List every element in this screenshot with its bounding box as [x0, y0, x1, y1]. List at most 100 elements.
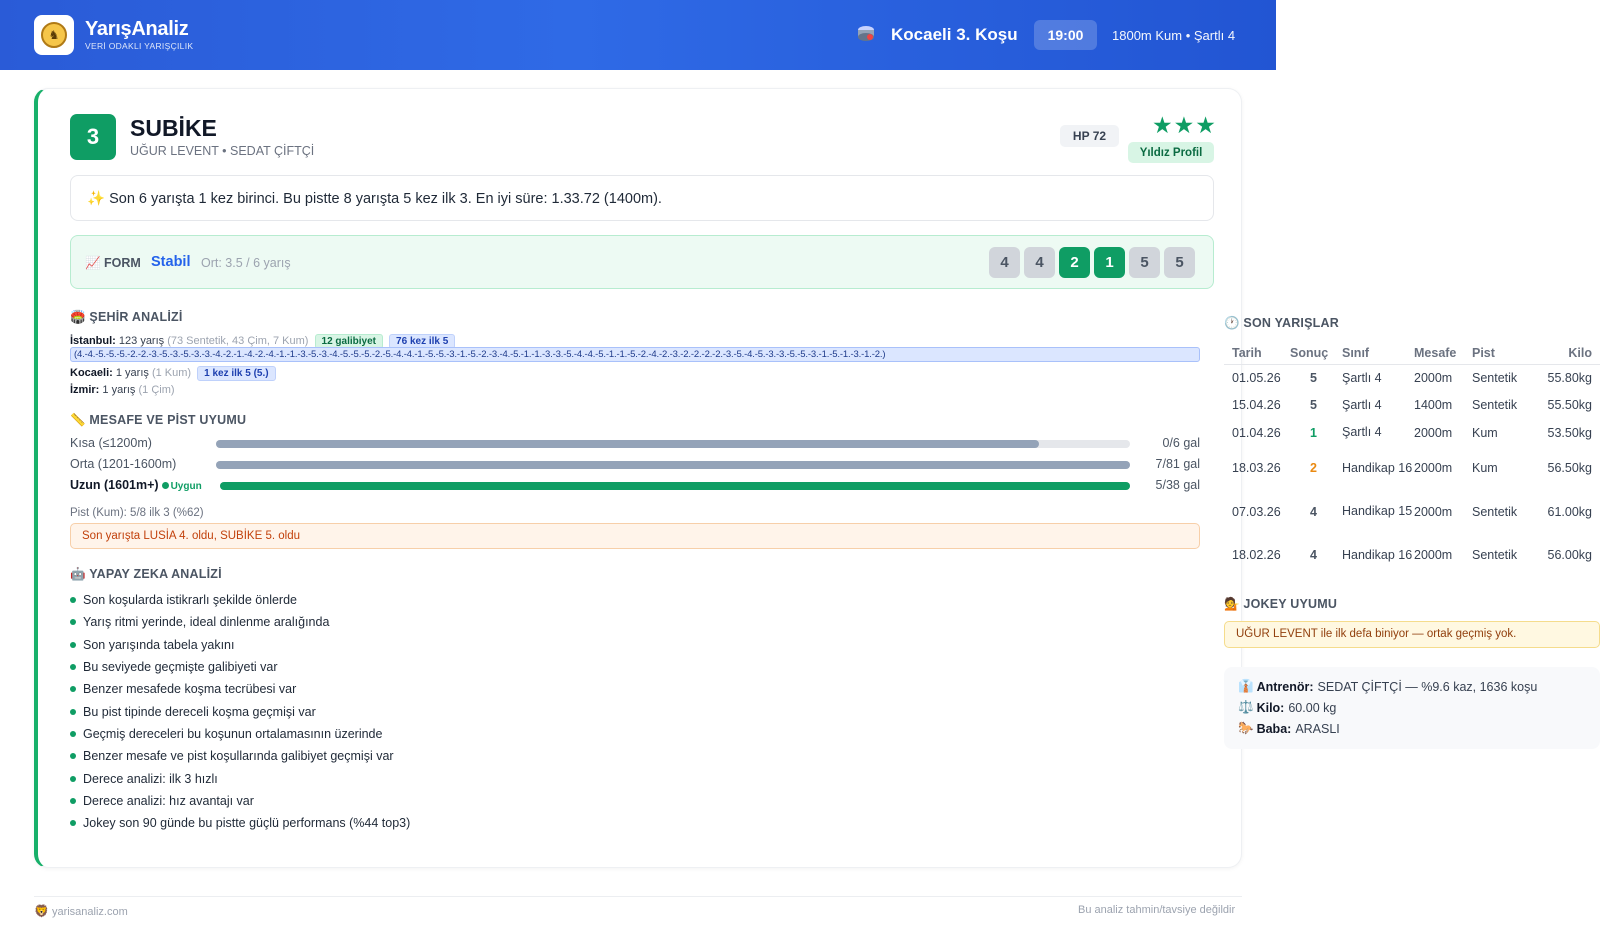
city-name: Kocaeli:	[70, 367, 113, 379]
cell-distance: 2000m	[1414, 548, 1453, 563]
cell-track: Sentetik	[1472, 371, 1518, 385]
bullet-icon	[70, 730, 76, 737]
star-profile-badge: Yıldız Profil	[1128, 142, 1214, 163]
city-count: 1 yarış	[102, 384, 136, 396]
cell-result: 5	[1310, 371, 1317, 385]
list-item: Benzer mesafede koşma tecrübesi var	[70, 678, 410, 700]
form-results: 4 4 2 1 5 5	[989, 247, 1195, 278]
footer-divider	[34, 896, 1242, 897]
cell-distance: 1400m	[1414, 398, 1453, 413]
list-item: Geçmiş dereceleri bu koşunun ortalamasın…	[70, 723, 410, 745]
city-analysis-title: 🏟️ ŞEHİR ANALİZİ	[70, 310, 183, 324]
col-header[interactable]: Kilo	[1538, 342, 1600, 365]
cell-date: 01.04.26	[1232, 425, 1281, 440]
list-item-text: Derece analizi: hız avantajı var	[83, 793, 254, 808]
form-pill: 4	[989, 247, 1020, 278]
horse-card: 3 SUBİKE UĞUR LEVENT • SEDAT ÇİFTÇİ HP 7…	[34, 88, 1242, 868]
suitable-label: Uygun	[170, 481, 202, 492]
list-item-text: Jokey son 90 günde bu pistte güçlü perfo…	[83, 816, 411, 831]
form-pill: 5	[1164, 247, 1195, 278]
bullet-icon	[70, 797, 76, 804]
bullet-icon	[70, 775, 76, 782]
table-row[interactable]: 18.02.26 4 Handikap 16 2000m Sentetik 56.00kg	[1224, 534, 1600, 578]
list-item-text: Bu seviyede geçmişte galibiyeti var	[83, 660, 278, 675]
cell-result: 1	[1310, 425, 1317, 440]
table-row[interactable]: 07.03.26 4 Handikap 15 2000m Sentetik 61.00kg	[1224, 490, 1600, 534]
cell-result: 4	[1310, 504, 1317, 519]
distance-bar	[216, 461, 1130, 469]
trainer-value: SEDAT ÇİFTÇİ — %9.6 kaz, 1636 koşu	[1317, 679, 1538, 694]
cell-track: Sentetik	[1472, 504, 1518, 519]
col-header[interactable]: Tarih	[1224, 342, 1290, 365]
brand-logo[interactable]: ♞	[34, 15, 74, 55]
distance-bar-fill	[220, 482, 1130, 490]
last-race-alert: Son yarışta LUSİA 4. oldu, SUBİKE 5. old…	[70, 523, 1200, 549]
form-status: Stabil	[151, 254, 191, 270]
table-row[interactable]: 15.04.26 5 Şartlı 4 1400m Sentetik 55.50kg	[1224, 392, 1600, 420]
cell-class: Şartlı 4	[1342, 397, 1382, 412]
list-item-text: Bu pist tipinde dereceli koşma geçmişi v…	[83, 704, 316, 719]
horse-number-badge: 3	[70, 114, 116, 160]
race-icon	[858, 26, 874, 41]
brand-title[interactable]: YarışAnaliz	[85, 18, 189, 40]
cell-result: 5	[1310, 398, 1317, 413]
horse-name[interactable]: SUBİKE	[130, 115, 217, 141]
distance-value: 7/81 gal	[1155, 457, 1200, 471]
list-item: Son yarışında tabela yakını	[70, 634, 410, 656]
list-item-text: Son koşularda istikrarlı şekilde önlerde	[83, 593, 297, 608]
hp-badge: HP 72	[1060, 125, 1119, 147]
col-header[interactable]: Sonuç	[1290, 342, 1342, 365]
list-item: Bu pist tipinde dereceli koşma geçmişi v…	[70, 700, 410, 722]
logo-small-icon: 🦁	[34, 904, 49, 918]
distance-row-long: Uzun (1601m+) Uygun 5/38 gal	[70, 477, 1200, 495]
footer-site-text: yarisanaliz.com	[51, 906, 128, 918]
list-item: Derece analizi: hız avantajı var	[70, 790, 410, 812]
cell-class: Şartlı 4	[1342, 425, 1382, 440]
bullet-icon	[70, 664, 76, 671]
distance-label: Orta (1201-1600m)	[70, 457, 177, 471]
city-izmir: İzmir: 1 yarış (1 Çim)	[70, 384, 175, 396]
footer-site[interactable]: 🦁 yarisanaliz.com	[34, 904, 128, 918]
list-item: Yarış ritmi yerinde, ideal dinlenme aral…	[70, 611, 410, 633]
cell-result: 2	[1310, 461, 1317, 476]
col-header[interactable]: Mesafe	[1414, 342, 1472, 365]
horse-logo-icon: ♞	[41, 22, 67, 48]
list-item: Benzer mesafe ve pist koşullarında galib…	[70, 745, 410, 767]
jockey-alert: UĞUR LEVENT ile ilk defa biniyor — ortak…	[1224, 621, 1600, 648]
horse-icon: 🐎	[1238, 721, 1254, 735]
city-detail: (1 Kum)	[151, 367, 192, 379]
cell-distance: 2000m	[1414, 371, 1453, 385]
cell-distance: 2000m	[1414, 461, 1453, 476]
weight-label: Kilo:	[1256, 700, 1285, 715]
city-detail: (1 Çim)	[138, 384, 175, 396]
distance-bar-fill	[216, 440, 1039, 448]
list-item-text: Derece analizi: ilk 3 hızlı	[83, 771, 218, 786]
bullet-icon	[70, 753, 76, 760]
list-item-text: Benzer mesafe ve pist koşullarında galib…	[83, 749, 394, 764]
top5-badge: 1 kez ilk 5 (5.)	[197, 366, 276, 381]
table-header-row: Tarih Sonuç Sınıf Mesafe Pist Kilo	[1224, 342, 1600, 365]
cell-weight: 53.50kg	[1547, 425, 1592, 440]
distance-bar-fill	[216, 461, 1130, 469]
track-note: Pist (Kum): 5/8 ilk 3 (%62)	[70, 507, 204, 519]
cell-class: Handikap 16	[1342, 460, 1413, 475]
col-header[interactable]: Pist	[1472, 342, 1538, 365]
table-row[interactable]: 18.03.26 2 Handikap 16 2000m Kum 56.50kg	[1224, 447, 1600, 491]
cell-date: 15.04.26	[1232, 398, 1281, 413]
cell-class: Handikap 15	[1342, 504, 1413, 519]
distance-bar	[220, 482, 1130, 490]
weight-row: ⚖️ Kilo: 60.00 kg	[1238, 697, 1586, 718]
list-item: Jokey son 90 günde bu pistte güçlü perfo…	[70, 812, 410, 834]
cell-weight: 61.00kg	[1547, 504, 1592, 519]
suitable-badge: Uygun	[161, 481, 202, 492]
cell-weight: 56.00kg	[1547, 548, 1592, 563]
table-row[interactable]: 01.05.26 5 Şartlı 4 2000m Sentetik 55.80kg	[1224, 364, 1600, 392]
table-row[interactable]: 01.04.26 1 Şartlı 4 2000m Kum 53.50kg	[1224, 419, 1600, 447]
distance-row-short: Kısa (≤1200m) 0/6 gal	[70, 435, 1200, 453]
city-name: İstanbul:	[70, 335, 116, 347]
col-header[interactable]: Sınıf	[1342, 342, 1414, 365]
distance-title: 📏 MESAFE VE PİST UYUMU	[70, 413, 247, 427]
city-name: İzmir:	[70, 384, 100, 396]
form-pill: 1	[1094, 247, 1125, 278]
horse-info-box: 👔 Antrenör: SEDAT ÇİFTÇİ — %9.6 kaz, 1636 …	[1224, 667, 1600, 749]
